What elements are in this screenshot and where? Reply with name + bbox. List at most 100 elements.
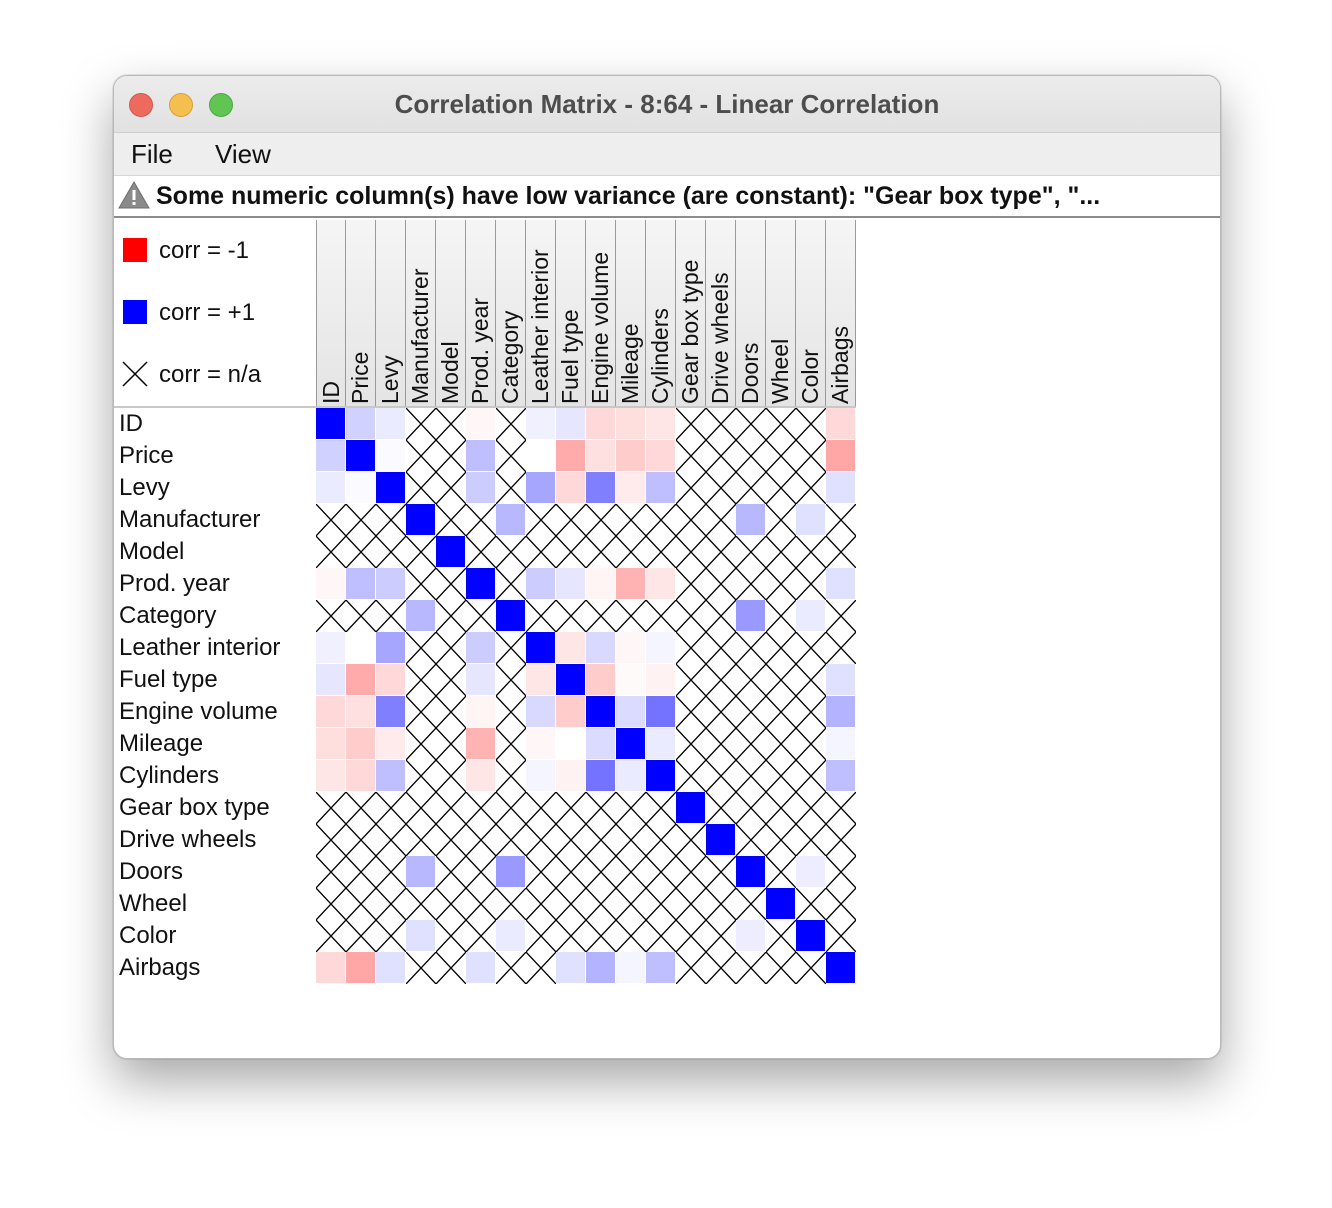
- matrix-cell-price-levy[interactable]: [376, 440, 405, 471]
- matrix-cell-wheel-wheel[interactable]: [766, 888, 795, 919]
- matrix-cell-mileage-gear-box-type[interactable]: [676, 728, 706, 760]
- matrix-cell-manufacturer-drive-wheels[interactable]: [706, 504, 736, 536]
- matrix-cell-color-manufacturer[interactable]: [406, 920, 435, 951]
- matrix-cell-color-wheel[interactable]: [766, 920, 796, 952]
- matrix-cell-drive-wheels-gear-box-type[interactable]: [676, 824, 706, 856]
- matrix-cell-engine-volume-color[interactable]: [796, 696, 826, 728]
- matrix-cell-price-gear-box-type[interactable]: [676, 440, 706, 472]
- matrix-cell-category-engine-volume[interactable]: [586, 600, 616, 632]
- matrix-cell-leather-interior-manufacturer[interactable]: [406, 632, 436, 664]
- matrix-cell-id-doors[interactable]: [736, 408, 766, 440]
- matrix-cell-wheel-id[interactable]: [316, 888, 346, 920]
- matrix-cell-price-prod-year[interactable]: [466, 440, 495, 471]
- matrix-cell-fuel-type-manufacturer[interactable]: [406, 664, 436, 696]
- matrix-cell-model-leather-interior[interactable]: [526, 536, 556, 568]
- matrix-cell-prod-year-airbags[interactable]: [826, 568, 855, 599]
- column-header-id[interactable]: ID: [316, 220, 346, 406]
- matrix-cell-airbags-category[interactable]: [496, 952, 526, 984]
- matrix-cell-color-levy[interactable]: [376, 920, 406, 952]
- matrix-cell-drive-wheels-drive-wheels[interactable]: [706, 824, 735, 855]
- matrix-cell-engine-volume-airbags[interactable]: [826, 696, 855, 727]
- matrix-cell-id-id[interactable]: [316, 408, 345, 439]
- matrix-cell-leather-interior-category[interactable]: [496, 632, 526, 664]
- matrix-cell-levy-leather-interior[interactable]: [526, 472, 555, 503]
- column-header-doors[interactable]: Doors: [736, 220, 766, 406]
- matrix-cell-wheel-leather-interior[interactable]: [526, 888, 556, 920]
- matrix-cell-mileage-price[interactable]: [346, 728, 375, 759]
- matrix-cell-engine-volume-model[interactable]: [436, 696, 466, 728]
- matrix-cell-id-levy[interactable]: [376, 408, 405, 439]
- matrix-cell-manufacturer-color[interactable]: [796, 504, 825, 535]
- matrix-cell-leather-interior-wheel[interactable]: [766, 632, 796, 664]
- matrix-cell-prod-year-manufacturer[interactable]: [406, 568, 436, 600]
- matrix-cell-fuel-type-fuel-type[interactable]: [556, 664, 585, 695]
- matrix-cell-prod-year-wheel[interactable]: [766, 568, 796, 600]
- matrix-cell-color-doors[interactable]: [736, 920, 765, 951]
- matrix-cell-category-price[interactable]: [346, 600, 376, 632]
- close-window-button[interactable]: [129, 93, 153, 117]
- column-header-leather-interior[interactable]: Leather interior: [526, 220, 556, 406]
- matrix-cell-gear-box-type-leather-interior[interactable]: [526, 792, 556, 824]
- matrix-cell-prod-year-id[interactable]: [316, 568, 345, 599]
- column-header-fuel-type[interactable]: Fuel type: [556, 220, 586, 406]
- menu-file[interactable]: File: [131, 139, 173, 169]
- matrix-cell-category-fuel-type[interactable]: [556, 600, 586, 632]
- matrix-cell-drive-wheels-engine-volume[interactable]: [586, 824, 616, 856]
- matrix-cell-airbags-color[interactable]: [796, 952, 826, 984]
- matrix-cell-category-color[interactable]: [796, 600, 825, 631]
- matrix-cell-color-id[interactable]: [316, 920, 346, 952]
- matrix-cell-fuel-type-mileage[interactable]: [616, 664, 645, 695]
- matrix-cell-price-category[interactable]: [496, 440, 526, 472]
- matrix-cell-category-category[interactable]: [496, 600, 525, 631]
- matrix-cell-manufacturer-price[interactable]: [346, 504, 376, 536]
- matrix-cell-prod-year-color[interactable]: [796, 568, 826, 600]
- matrix-cell-cylinders-id[interactable]: [316, 760, 345, 791]
- matrix-cell-manufacturer-engine-volume[interactable]: [586, 504, 616, 536]
- matrix-cell-model-category[interactable]: [496, 536, 526, 568]
- matrix-cell-airbags-gear-box-type[interactable]: [676, 952, 706, 984]
- column-header-prod-year[interactable]: Prod. year: [466, 220, 496, 406]
- matrix-cell-mileage-manufacturer[interactable]: [406, 728, 436, 760]
- matrix-cell-model-id[interactable]: [316, 536, 346, 568]
- matrix-cell-wheel-cylinders[interactable]: [646, 888, 676, 920]
- matrix-cell-manufacturer-doors[interactable]: [736, 504, 765, 535]
- matrix-cell-levy-model[interactable]: [436, 472, 466, 504]
- matrix-cell-id-drive-wheels[interactable]: [706, 408, 736, 440]
- matrix-cell-fuel-type-airbags[interactable]: [826, 664, 855, 695]
- matrix-cell-doors-leather-interior[interactable]: [526, 856, 556, 888]
- matrix-cell-cylinders-cylinders[interactable]: [646, 760, 675, 791]
- matrix-cell-engine-volume-category[interactable]: [496, 696, 526, 728]
- matrix-cell-category-manufacturer[interactable]: [406, 600, 435, 631]
- matrix-cell-doors-wheel[interactable]: [766, 856, 796, 888]
- matrix-cell-mileage-color[interactable]: [796, 728, 826, 760]
- matrix-cell-levy-manufacturer[interactable]: [406, 472, 436, 504]
- matrix-cell-manufacturer-manufacturer[interactable]: [406, 504, 435, 535]
- matrix-cell-id-wheel[interactable]: [766, 408, 796, 440]
- matrix-cell-price-price[interactable]: [346, 440, 375, 471]
- column-header-mileage[interactable]: Mileage: [616, 220, 646, 406]
- matrix-cell-gear-box-type-wheel[interactable]: [766, 792, 796, 824]
- matrix-cell-category-doors[interactable]: [736, 600, 765, 631]
- matrix-cell-cylinders-doors[interactable]: [736, 760, 766, 792]
- matrix-cell-doors-levy[interactable]: [376, 856, 406, 888]
- matrix-cell-engine-volume-manufacturer[interactable]: [406, 696, 436, 728]
- matrix-cell-color-category[interactable]: [496, 920, 525, 951]
- matrix-cell-category-levy[interactable]: [376, 600, 406, 632]
- matrix-cell-price-airbags[interactable]: [826, 440, 855, 471]
- matrix-cell-cylinders-mileage[interactable]: [616, 760, 645, 791]
- matrix-cell-airbags-mileage[interactable]: [616, 952, 645, 983]
- matrix-cell-doors-price[interactable]: [346, 856, 376, 888]
- matrix-cell-gear-box-type-manufacturer[interactable]: [406, 792, 436, 824]
- matrix-cell-wheel-price[interactable]: [346, 888, 376, 920]
- matrix-cell-model-drive-wheels[interactable]: [706, 536, 736, 568]
- matrix-cell-fuel-type-drive-wheels[interactable]: [706, 664, 736, 696]
- matrix-cell-model-levy[interactable]: [376, 536, 406, 568]
- matrix-cell-doors-doors[interactable]: [736, 856, 765, 887]
- matrix-cell-doors-manufacturer[interactable]: [406, 856, 435, 887]
- matrix-cell-category-leather-interior[interactable]: [526, 600, 556, 632]
- matrix-cell-airbags-cylinders[interactable]: [646, 952, 675, 983]
- column-header-model[interactable]: Model: [436, 220, 466, 406]
- matrix-cell-prod-year-fuel-type[interactable]: [556, 568, 585, 599]
- matrix-cell-mileage-levy[interactable]: [376, 728, 405, 759]
- matrix-cell-leather-interior-leather-interior[interactable]: [526, 632, 555, 663]
